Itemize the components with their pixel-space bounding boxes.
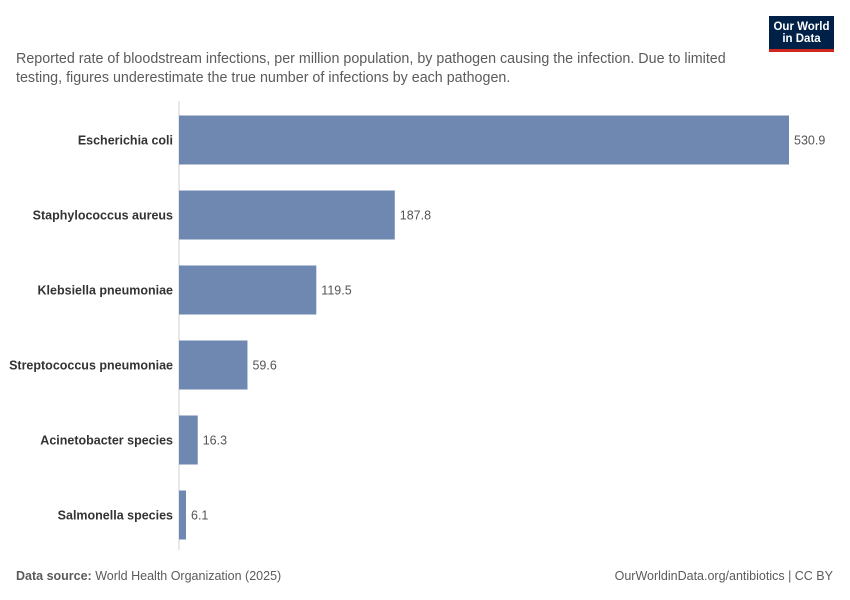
value-label: 187.8 <box>400 209 431 223</box>
category-label: Escherichia coli <box>78 134 173 148</box>
value-label: 119.5 <box>321 284 351 298</box>
data-source-label: Data source: <box>16 569 92 583</box>
chart-subtitle: Reported rate of bloodstream infections,… <box>16 51 726 86</box>
bar-streptococcus-pneumoniae[interactable] <box>179 340 248 390</box>
category-label: Klebsiella pneumoniae <box>38 284 174 298</box>
value-label: 530.9 <box>794 134 825 148</box>
bar-salmonella-species[interactable] <box>179 490 187 540</box>
bar-klebsiella-pneumoniae[interactable] <box>179 265 317 315</box>
category-label: Salmonella species <box>58 509 173 523</box>
bar-acinetobacter-species[interactable] <box>179 415 198 465</box>
category-label: Acinetobacter species <box>40 434 173 448</box>
category-label: Staphylococcus aureus <box>33 209 173 223</box>
value-label: 6.1 <box>191 509 208 523</box>
url-license[interactable]: OurWorldinData.org/antibiotics | CC BY <box>614 569 833 583</box>
bar-escherichia-coli[interactable] <box>179 115 789 165</box>
value-label: 59.6 <box>252 359 276 373</box>
logo-line-2: in Data <box>782 33 821 45</box>
bar-staphylococcus-aureus[interactable] <box>179 190 395 240</box>
value-label: 16.3 <box>203 434 227 448</box>
logo-line-1: Our World <box>773 21 830 33</box>
data-source-text[interactable]: World Health Organization (2025) <box>95 569 282 583</box>
category-label: Streptococcus pneumoniae <box>9 359 173 373</box>
owid-logo[interactable]: Our World in Data <box>769 16 834 52</box>
data-source: Data source: World Health Organization (… <box>16 569 281 583</box>
logo-accent-bar <box>769 49 834 52</box>
